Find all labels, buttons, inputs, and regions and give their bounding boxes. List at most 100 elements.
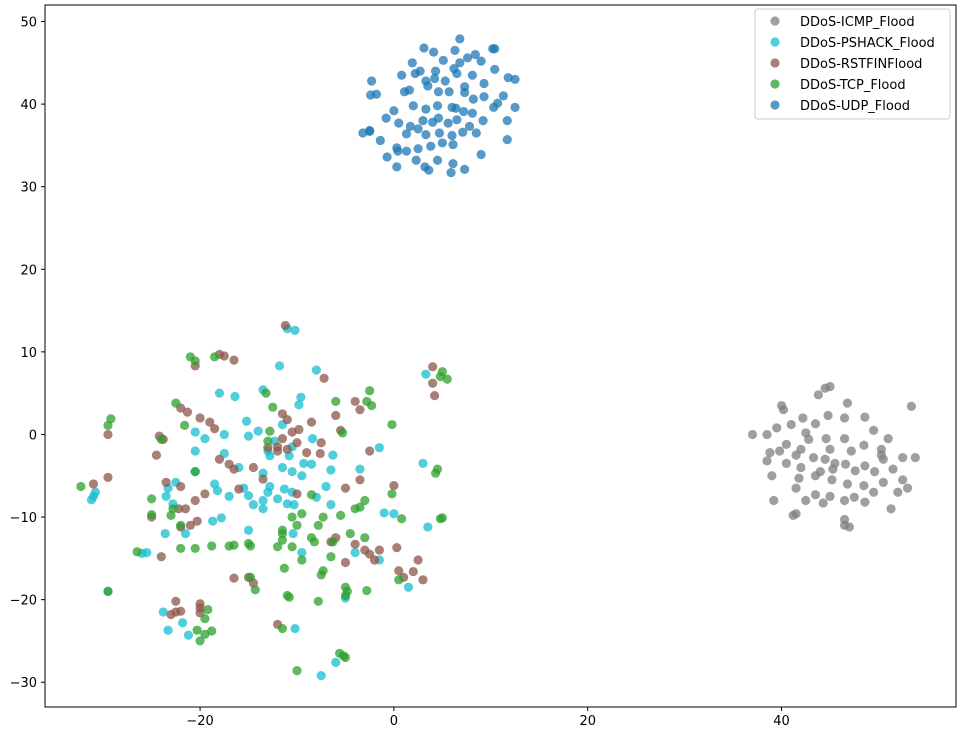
point bbox=[190, 356, 200, 366]
point bbox=[86, 495, 97, 505]
point bbox=[869, 425, 879, 435]
point bbox=[479, 92, 489, 102]
point bbox=[315, 448, 325, 459]
y-tick-label: −20 bbox=[10, 594, 37, 609]
point bbox=[176, 543, 186, 554]
point bbox=[839, 433, 850, 444]
series-DDoS-ICMP_Flood bbox=[747, 381, 920, 532]
point bbox=[319, 373, 329, 383]
point bbox=[224, 541, 234, 551]
point bbox=[798, 413, 808, 423]
point bbox=[282, 444, 292, 454]
point bbox=[277, 462, 288, 473]
point bbox=[216, 513, 226, 523]
point bbox=[411, 155, 421, 165]
point bbox=[825, 381, 835, 392]
point bbox=[794, 473, 804, 483]
legend-label: DDoS-ICMP_Flood bbox=[800, 15, 915, 30]
point bbox=[292, 520, 302, 530]
point bbox=[337, 428, 348, 438]
point bbox=[277, 535, 288, 545]
point bbox=[207, 541, 217, 551]
point bbox=[421, 104, 431, 114]
point bbox=[219, 429, 229, 440]
point bbox=[455, 34, 465, 44]
series-DDoS-TCP_Flood bbox=[76, 352, 452, 676]
point bbox=[229, 355, 239, 365]
point bbox=[200, 489, 210, 499]
series-DDoS-RSTFINFlood bbox=[88, 320, 440, 630]
point bbox=[405, 121, 415, 131]
point bbox=[839, 495, 850, 506]
point bbox=[810, 471, 821, 481]
point bbox=[842, 479, 853, 489]
plot-frame bbox=[44, 4, 957, 708]
point bbox=[195, 413, 205, 423]
point bbox=[883, 433, 893, 444]
point bbox=[265, 426, 275, 436]
point bbox=[374, 545, 384, 555]
point bbox=[906, 401, 917, 411]
point bbox=[219, 351, 229, 361]
point bbox=[813, 390, 823, 400]
point bbox=[437, 513, 447, 523]
y-tick-label: 30 bbox=[20, 181, 37, 196]
point bbox=[250, 585, 260, 595]
point bbox=[279, 563, 289, 573]
point bbox=[288, 528, 298, 539]
point bbox=[355, 502, 365, 512]
point bbox=[224, 491, 234, 501]
point bbox=[791, 509, 801, 519]
point bbox=[418, 575, 428, 585]
point bbox=[282, 499, 292, 509]
point bbox=[842, 398, 853, 408]
point bbox=[394, 566, 404, 576]
point bbox=[355, 405, 365, 415]
point bbox=[313, 596, 323, 606]
points-layer bbox=[76, 34, 920, 681]
point bbox=[747, 429, 758, 440]
point bbox=[392, 162, 402, 172]
point bbox=[297, 547, 307, 558]
point bbox=[161, 491, 171, 501]
point bbox=[455, 58, 465, 68]
point bbox=[313, 520, 323, 530]
point bbox=[287, 512, 297, 522]
point bbox=[489, 102, 499, 113]
point bbox=[210, 352, 220, 362]
point bbox=[827, 475, 837, 485]
point bbox=[277, 623, 288, 634]
point bbox=[171, 398, 181, 408]
point bbox=[200, 614, 210, 624]
point bbox=[418, 116, 428, 126]
point bbox=[245, 541, 256, 551]
point bbox=[387, 489, 397, 499]
legend: DDoS-ICMP_Flood DDoS-PSHACK_Flood DDoS-RST… bbox=[754, 8, 951, 120]
point bbox=[423, 81, 433, 91]
point bbox=[808, 452, 819, 463]
point bbox=[878, 477, 888, 487]
point bbox=[413, 144, 423, 154]
point bbox=[418, 458, 428, 468]
legend-label: DDoS-PSHACK_Flood bbox=[800, 36, 935, 51]
point bbox=[869, 487, 879, 497]
point bbox=[273, 494, 283, 504]
point bbox=[446, 168, 456, 178]
point bbox=[296, 392, 306, 402]
point bbox=[299, 458, 309, 468]
legend-marker bbox=[770, 16, 780, 26]
point bbox=[888, 464, 898, 474]
y-tick-label: −10 bbox=[10, 511, 37, 526]
point bbox=[265, 451, 275, 461]
y-tick-label: 40 bbox=[20, 98, 37, 113]
point bbox=[103, 472, 113, 482]
point bbox=[182, 407, 193, 417]
point bbox=[898, 475, 908, 485]
point bbox=[263, 443, 273, 453]
point bbox=[382, 152, 392, 162]
legend-label: DDoS-TCP_Flood bbox=[800, 78, 906, 93]
point bbox=[791, 483, 801, 493]
point bbox=[326, 552, 336, 562]
point bbox=[277, 433, 288, 444]
point bbox=[328, 537, 338, 547]
